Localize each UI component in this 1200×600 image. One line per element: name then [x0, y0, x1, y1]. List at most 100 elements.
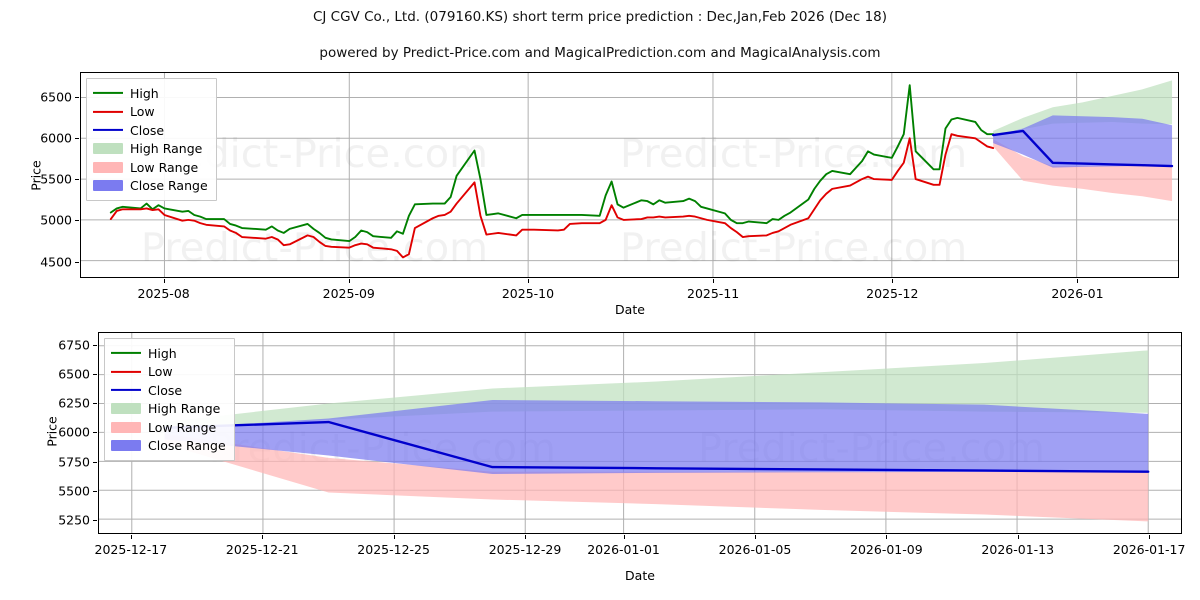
zoom-y-tick-label: 6500: [58, 366, 90, 382]
zoom-x-tick-mark: [1149, 535, 1151, 539]
overview-y-tick-label: 5000: [40, 212, 72, 228]
overview-y-tick-label: 5500: [40, 171, 72, 187]
zoom-legend-label: Close Range: [148, 438, 226, 454]
overview-legend-label: High: [130, 85, 159, 101]
overview-legend-item-low[interactable]: Low: [93, 103, 208, 122]
overview-legend-item-close[interactable]: Close: [93, 121, 208, 140]
band-close-range: [993, 115, 1173, 168]
overview-x-tick-label: 2025-10: [501, 286, 555, 301]
series-line-close: [163, 420, 1150, 473]
series-line-low: [109, 133, 995, 259]
zoom-x-tick-mark: [1017, 535, 1019, 539]
zoom-y-tick-label: 5750: [58, 454, 90, 470]
overview-x-tick-label: 2025-11: [686, 286, 740, 301]
overview-y-tick-label: 6000: [40, 130, 72, 146]
zoom-legend-item-high-range[interactable]: High Range: [111, 400, 226, 419]
zoom-x-tick-label: 2026-01-13: [981, 542, 1055, 557]
overview-x-tick-label: 2025-08: [137, 286, 190, 301]
zoom-x-tick-label: 2025-12-25: [357, 542, 430, 557]
overview-x-tick-mark: [527, 279, 529, 283]
zoom-x-tick-mark: [754, 535, 756, 539]
overview-legend-label: Low: [130, 104, 155, 120]
overview-legend-label: Close: [130, 122, 165, 138]
band-low-range: [164, 433, 1149, 522]
overview-y-tick-mark: [75, 96, 79, 98]
zoom-y-tick-mark: [93, 374, 97, 376]
overview-y-tick-mark: [75, 137, 79, 139]
zoom-legend-item-low[interactable]: Low: [111, 363, 226, 382]
band-low-range: [993, 139, 1173, 202]
zoom-x-tick-label: 2026-01-05: [718, 542, 792, 557]
overview-legend-swatch-close-range-icon: [93, 180, 123, 192]
overview-legend-item-high[interactable]: High: [93, 84, 208, 103]
zoom-legend-label: High Range: [148, 401, 221, 417]
zoom-x-tick-mark: [623, 535, 625, 539]
series-line-close: [991, 129, 1174, 168]
zoom-legend-item-close-range[interactable]: Close Range: [111, 437, 226, 456]
zoom-y-tick-mark: [93, 490, 97, 492]
zoom-legend-label: High: [148, 345, 177, 361]
overview-legend-swatch-high-range-icon: [93, 143, 123, 155]
overview-y-tick-mark: [75, 261, 79, 263]
page-title: CJ CGV Co., Ltd. (079160.KS) short term …: [312, 9, 888, 25]
overview-y-tick-label: 4500: [40, 254, 72, 270]
overview-plot-svg: Predict-Price.com Predict-Price.comPredic…: [81, 73, 1178, 277]
zoom-x-tick-label: 2026-01-17: [1112, 542, 1186, 557]
zoom-x-tick-mark: [525, 535, 527, 539]
overview-legend-item-low-range[interactable]: Low Range: [93, 158, 208, 177]
zoom-y-tick-label: 5500: [58, 483, 90, 499]
overview-legend-swatch-high-icon: [93, 87, 123, 99]
overview-x-tick-label: 2026-01: [1051, 286, 1104, 301]
zoom-y-tick-mark: [93, 344, 97, 346]
overview-x-tick-mark: [163, 279, 165, 283]
zoom-legend-item-high[interactable]: High: [111, 344, 226, 363]
overview-legend-item-close-range[interactable]: Close Range: [93, 177, 208, 196]
zoom-legend-item-close[interactable]: Close: [111, 381, 226, 400]
zoom-y-tick-mark: [93, 403, 97, 405]
overview-x-tick-mark: [713, 279, 715, 283]
overview-y-tick-mark: [75, 220, 79, 222]
overview-x-tick-label: 2025-12: [866, 286, 919, 301]
zoom-legend-swatch-high-range-icon: [111, 403, 141, 415]
zoom-legend-label: Low Range: [148, 419, 217, 435]
zoom-x-tick-mark: [393, 535, 395, 539]
zoom-legend-label: Low: [148, 364, 173, 380]
zoom-legend-swatch-low-icon: [111, 366, 141, 378]
zoom-x-tick-label: 2025-12-29: [488, 542, 562, 557]
overview-legend-swatch-low-icon: [93, 106, 123, 118]
overview-x-axis-label: Date: [615, 302, 645, 317]
overview-y-tick-mark: [75, 179, 79, 181]
overview-chart-panel: Predict-Price.com Predict-Price.com Predic…: [80, 72, 1179, 278]
overview-y-tick-label: 6500: [40, 89, 72, 105]
zoom-legend-swatch-low-range-icon: [111, 421, 141, 433]
zoom-x-tick-mark: [130, 535, 132, 539]
zoom-legend-item-low-range[interactable]: Low Range: [111, 418, 226, 437]
overview-legend-label: Low Range: [130, 159, 199, 175]
zoom-y-axis-label: Price: [44, 416, 60, 447]
zoom-y-tick-label: 6000: [58, 424, 90, 440]
zoom-legend-swatch-high-icon: [111, 347, 141, 359]
zoom-x-tick-mark: [886, 535, 888, 539]
band-close-range: [164, 400, 1149, 475]
watermark-text: Predict-Price.com: [620, 225, 967, 271]
overview-y-axis-label: Price: [28, 160, 44, 191]
zoom-y-tick-label: 6250: [58, 395, 90, 411]
overview-legend-label: High Range: [130, 141, 203, 157]
watermark-text: Predict-Price.com: [141, 225, 488, 271]
series-line-high: [109, 84, 995, 243]
overview-legend-item-high-range[interactable]: High Range: [93, 140, 208, 159]
overview-x-tick-label: 2025-09: [322, 286, 375, 301]
overview-legend: High Low Close High Range Low Range Close Ran…: [86, 78, 217, 201]
zoom-legend-swatch-close-range-icon: [111, 440, 141, 452]
overview-legend-swatch-low-range-icon: [93, 161, 123, 173]
page-subtitle: powered by Predict-Price.com and Magical…: [319, 45, 881, 61]
overview-x-tick-mark: [1077, 279, 1079, 283]
zoom-x-tick-label: 2025-12-17: [94, 542, 168, 557]
zoom-y-tick-label: 6750: [58, 337, 90, 353]
zoom-y-tick-label: 5250: [58, 512, 90, 528]
zoom-x-axis-label: Date: [625, 568, 655, 583]
zoom-x-tick-mark: [262, 535, 264, 539]
